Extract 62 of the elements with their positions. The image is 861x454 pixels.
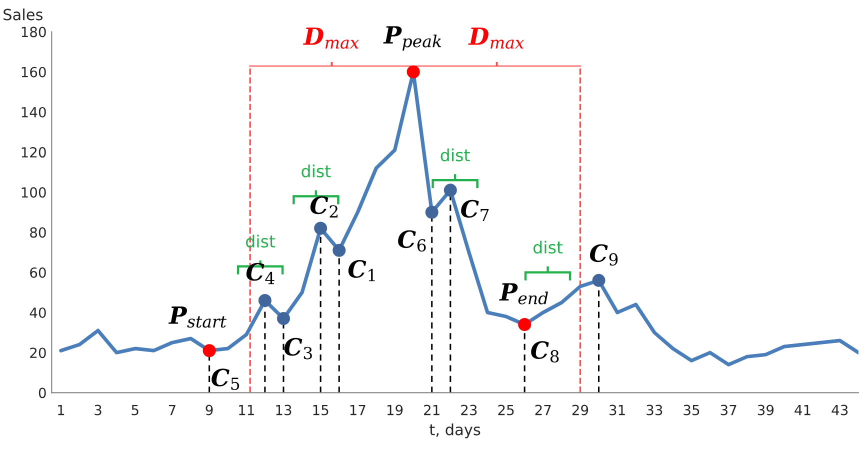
x-tick-label: 1 <box>58 404 64 416</box>
annotation: C$_{6}$ <box>398 230 426 252</box>
annotation: C$_{9}$ <box>590 244 618 266</box>
point <box>406 65 420 78</box>
y-tick-label: 0 <box>38 388 46 398</box>
y-tick-label: 180 <box>22 26 46 38</box>
annotation: D$_{max}$ <box>468 28 524 49</box>
x-tick-label: 13 <box>276 404 292 416</box>
y-tick-label: 20 <box>30 348 46 358</box>
x-tick-label: 43 <box>832 404 848 416</box>
annotation: dist <box>533 240 563 254</box>
y-tick-label: 60 <box>30 267 46 278</box>
x-tick-label: 3 <box>94 404 102 416</box>
x-axis-title: t, days <box>430 424 480 438</box>
point <box>592 274 606 287</box>
point <box>425 206 438 219</box>
annotation: P$_{start}$ <box>168 306 227 328</box>
point <box>276 312 290 326</box>
y-tick-label: 40 <box>30 307 46 318</box>
x-tick-label: 19 <box>387 404 403 416</box>
x-tick-label: 33 <box>646 404 662 416</box>
x-tick-label: 23 <box>461 404 477 416</box>
point <box>444 184 457 197</box>
point <box>518 318 532 332</box>
x-tick-label: 17 <box>350 404 366 416</box>
annotation: C$_{8}$ <box>531 341 559 363</box>
x-tick-label: 35 <box>684 404 700 416</box>
annotation: C$_{7}$ <box>461 200 489 222</box>
x-tick-label: 11 <box>239 404 254 416</box>
x-tick-label: 29 <box>572 404 588 416</box>
x-tick-label: 7 <box>168 404 176 416</box>
annotation: dist <box>246 234 276 248</box>
x-tick-label: 25 <box>498 404 514 416</box>
x-tick-label: 9 <box>206 404 213 416</box>
x-tick-label: 21 <box>424 404 440 416</box>
point <box>314 222 328 235</box>
annotation: C$_{4}$ <box>246 262 274 284</box>
x-tick-label: 15 <box>313 404 328 416</box>
y-tick-label: 100 <box>22 187 46 198</box>
y-tick-label: 160 <box>22 66 46 78</box>
annotation: C$_{2}$ <box>310 196 338 218</box>
point <box>202 344 216 358</box>
y-axis-title: Sales <box>4 8 42 20</box>
x-tick-label: 41 <box>794 404 810 416</box>
annotation: P$_{end}$ <box>499 283 548 304</box>
x-tick-label: 31 <box>610 404 625 416</box>
y-tick-label: 140 <box>22 106 46 118</box>
x-tick-label: 37 <box>720 404 736 416</box>
x-tick-label: 27 <box>535 404 551 416</box>
y-tick-label: 80 <box>30 227 46 238</box>
annotation: P$_{peak}$ <box>383 26 442 51</box>
x-tick-label: 5 <box>132 404 138 416</box>
y-tick-label: 120 <box>22 147 46 158</box>
annotation: C$_{1}$ <box>348 260 375 282</box>
x-tick-label: 39 <box>758 404 774 416</box>
annotation: dist <box>440 148 470 162</box>
annotation: C$_{3}$ <box>284 338 312 360</box>
annotation: C$_{5}$ <box>212 368 240 390</box>
point <box>332 244 346 257</box>
annotation: D$_{max}$ <box>303 28 359 49</box>
annotation: dist <box>302 164 331 178</box>
point <box>258 294 272 307</box>
